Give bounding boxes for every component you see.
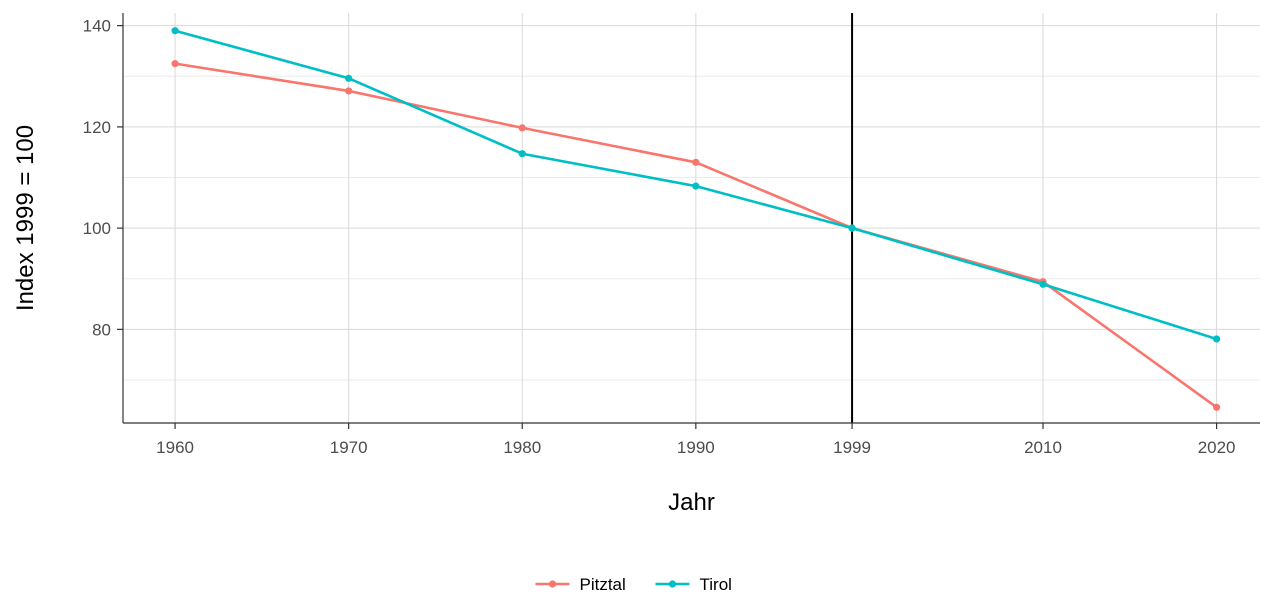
y-tick-label: 140	[83, 17, 111, 36]
legend-key-point	[548, 580, 557, 588]
data-point-pitztal	[1213, 403, 1221, 411]
y-tick-label: 120	[83, 118, 111, 137]
x-tick-label: 1990	[677, 438, 715, 457]
data-point-tirol	[345, 74, 353, 82]
data-point-tirol	[848, 224, 856, 232]
data-point-tirol	[1039, 280, 1047, 288]
data-point-tirol	[518, 150, 526, 158]
x-tick-label: 1960	[156, 438, 194, 457]
data-point-pitztal	[692, 158, 700, 166]
y-tick-label: 100	[83, 219, 111, 238]
legend: Pitztal Tirol	[535, 575, 732, 594]
x-axis-ticks: 1960 1970 1980 1990 1999 2010 2020	[156, 423, 1236, 457]
data-point-tirol	[692, 182, 700, 190]
legend-label-pitztal: Pitztal	[580, 575, 626, 594]
x-tick-label: 2020	[1198, 438, 1236, 457]
data-point-pitztal	[518, 124, 526, 132]
series-layer	[171, 27, 1221, 411]
legend-key-point	[668, 580, 677, 588]
minor-grid	[123, 75, 1260, 381]
data-point-tirol	[1213, 335, 1221, 343]
data-point-tirol	[171, 27, 179, 35]
x-axis-title: Jahr	[668, 489, 715, 516]
x-tick-label: 1970	[330, 438, 368, 457]
y-tick-label: 80	[92, 320, 111, 339]
x-tick-label: 1999	[833, 438, 871, 457]
x-tick-label: 2010	[1024, 438, 1062, 457]
x-tick-label: 1980	[503, 438, 541, 457]
y-axis-ticks: 80 100 120 140	[83, 17, 123, 339]
legend-label-tirol: Tirol	[700, 575, 732, 594]
data-point-pitztal	[345, 87, 353, 95]
axes	[122, 13, 1260, 424]
y-axis-title: Index 1999 = 100	[12, 125, 39, 311]
data-point-pitztal	[171, 60, 179, 68]
